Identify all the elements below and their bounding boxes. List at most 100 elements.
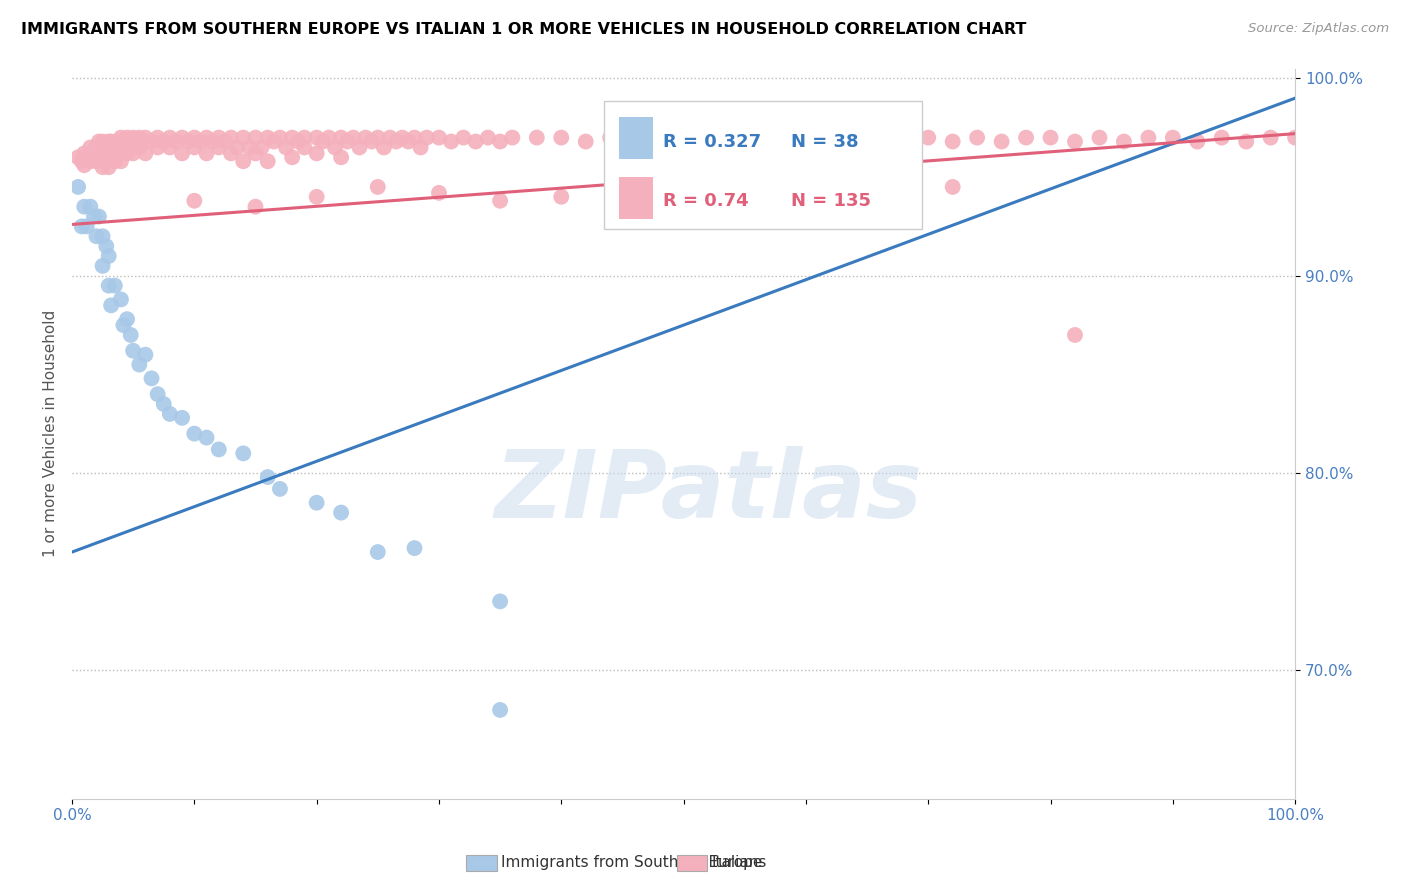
Point xyxy=(183,426,205,441)
Point xyxy=(86,140,108,154)
Point xyxy=(245,200,267,214)
Point xyxy=(378,130,401,145)
Point xyxy=(305,146,328,161)
Point xyxy=(104,154,127,169)
FancyBboxPatch shape xyxy=(605,102,922,229)
Point xyxy=(87,210,110,224)
Point xyxy=(294,140,316,154)
Point xyxy=(110,130,132,145)
Point xyxy=(107,135,129,149)
Point xyxy=(396,135,419,149)
Point xyxy=(612,200,634,214)
Point xyxy=(794,130,817,145)
Point xyxy=(274,140,297,154)
Point xyxy=(404,130,426,145)
Point xyxy=(1137,130,1160,145)
Point xyxy=(83,210,105,224)
Point xyxy=(159,130,181,145)
Point xyxy=(245,130,267,145)
Point xyxy=(1260,130,1282,145)
Point xyxy=(208,140,231,154)
Point xyxy=(124,135,146,149)
Point xyxy=(232,154,254,169)
Point xyxy=(79,200,101,214)
Point xyxy=(464,135,486,149)
Point xyxy=(91,160,114,174)
Point xyxy=(323,140,346,154)
Point xyxy=(1064,135,1087,149)
Point xyxy=(440,135,463,149)
Point xyxy=(501,130,523,145)
Point xyxy=(134,130,156,145)
Text: Italians: Italians xyxy=(711,855,768,870)
Point xyxy=(115,130,138,145)
Point xyxy=(107,146,129,161)
Point xyxy=(942,180,965,194)
Point xyxy=(336,135,359,149)
Point xyxy=(73,158,96,172)
Point xyxy=(134,348,156,362)
Y-axis label: 1 or more Vehicles in Household: 1 or more Vehicles in Household xyxy=(44,310,58,558)
Point xyxy=(128,130,150,145)
Point xyxy=(172,146,194,161)
Point xyxy=(1015,130,1038,145)
Text: IMMIGRANTS FROM SOUTHERN EUROPE VS ITALIAN 1 OR MORE VEHICLES IN HOUSEHOLD CORRE: IMMIGRANTS FROM SOUTHERN EUROPE VS ITALI… xyxy=(21,22,1026,37)
Point xyxy=(91,150,114,164)
Point xyxy=(404,541,426,555)
Point xyxy=(172,410,194,425)
Text: ZIPatlas: ZIPatlas xyxy=(494,446,922,538)
Point xyxy=(195,431,218,445)
Point xyxy=(219,130,242,145)
Point xyxy=(96,239,118,253)
Point xyxy=(104,140,127,154)
Text: Source: ZipAtlas.com: Source: ZipAtlas.com xyxy=(1249,22,1389,36)
Point xyxy=(794,200,817,214)
Point xyxy=(122,146,145,161)
Point xyxy=(489,703,512,717)
Point xyxy=(623,130,645,145)
Point xyxy=(152,397,174,411)
Point xyxy=(70,154,93,169)
Point xyxy=(190,135,212,149)
Point xyxy=(1187,135,1209,149)
Point xyxy=(269,130,291,145)
Point xyxy=(87,150,110,164)
Point xyxy=(281,130,304,145)
Point xyxy=(208,130,231,145)
Point xyxy=(1088,130,1111,145)
Point xyxy=(990,135,1012,149)
Point xyxy=(97,135,120,149)
FancyBboxPatch shape xyxy=(619,177,652,219)
Point xyxy=(96,140,118,154)
Point xyxy=(97,278,120,293)
Point xyxy=(67,180,90,194)
Point xyxy=(409,140,432,154)
Point xyxy=(489,194,512,208)
Point xyxy=(269,482,291,496)
Text: R = 0.74: R = 0.74 xyxy=(662,193,748,211)
Point xyxy=(1112,135,1135,149)
Point xyxy=(1234,135,1257,149)
Point xyxy=(367,130,389,145)
Point xyxy=(745,135,768,149)
Point xyxy=(721,130,744,145)
Point xyxy=(250,140,273,154)
Point xyxy=(256,130,278,145)
Point xyxy=(477,130,499,145)
Text: N = 38: N = 38 xyxy=(792,133,859,151)
Point xyxy=(91,229,114,244)
Point xyxy=(330,130,353,145)
Point xyxy=(1039,130,1062,145)
Point xyxy=(152,135,174,149)
Point xyxy=(146,140,169,154)
Point xyxy=(550,130,572,145)
Point xyxy=(67,150,90,164)
Point xyxy=(354,130,377,145)
Point xyxy=(165,135,187,149)
Point xyxy=(100,135,122,149)
Point xyxy=(110,293,132,307)
Point xyxy=(91,135,114,149)
Point xyxy=(868,135,890,149)
Point xyxy=(141,135,163,149)
Point xyxy=(256,154,278,169)
